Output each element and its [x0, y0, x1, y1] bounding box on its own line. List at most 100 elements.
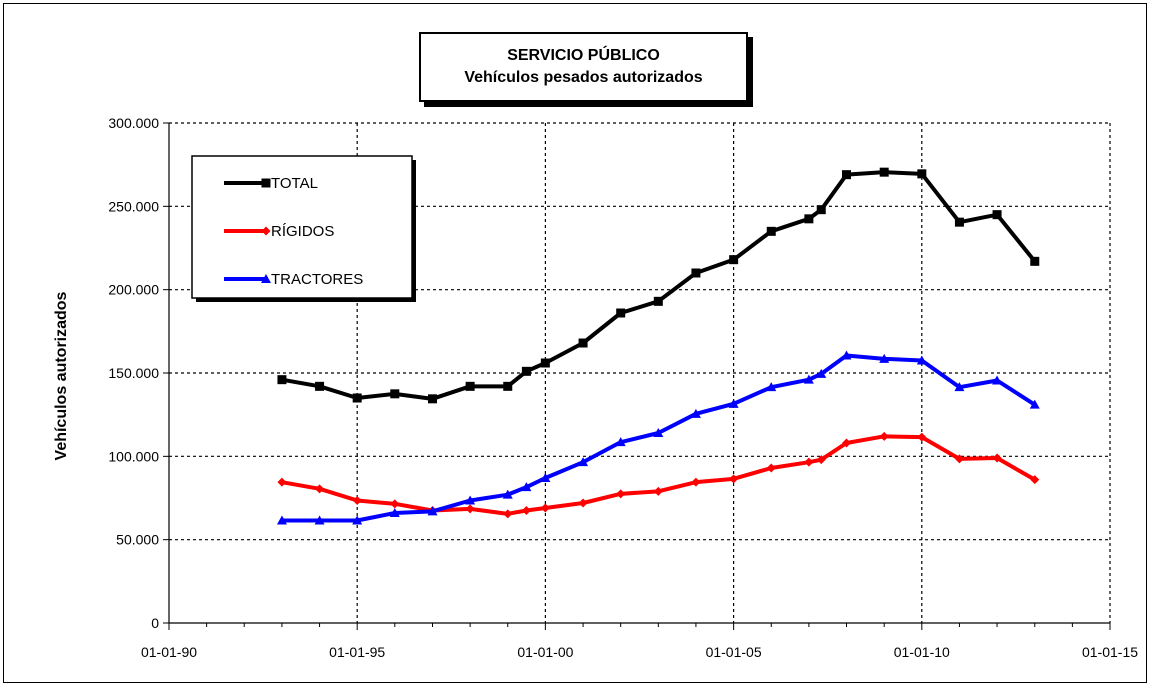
- data-point: [616, 308, 626, 318]
- data-point: [521, 506, 531, 515]
- data-point: [540, 473, 551, 482]
- data-point: [729, 474, 739, 484]
- legend-box: [191, 155, 413, 299]
- data-point: [917, 432, 927, 442]
- series-2: [276, 350, 1040, 525]
- data-point: [1030, 475, 1040, 485]
- data-point: [277, 477, 287, 487]
- data-point: [916, 355, 927, 365]
- legend-swatch-marker: [261, 226, 271, 236]
- data-point: [841, 438, 851, 448]
- data-point: [390, 389, 400, 399]
- data-point: [352, 393, 362, 403]
- data-point: [1030, 256, 1040, 266]
- data-point: [816, 455, 826, 465]
- x-tick-label: 01-01-95: [329, 644, 385, 660]
- data-point: [992, 453, 1002, 463]
- data-point: [879, 431, 889, 441]
- data-point: [503, 381, 513, 391]
- x-tick-labels: 01-01-90 01-01-95 01-01-00 01-01-05 01-01-10…: [141, 644, 1138, 660]
- data-point: [653, 296, 663, 306]
- data-point: [465, 504, 475, 514]
- series-0: [277, 167, 1040, 404]
- data-point: [804, 214, 814, 224]
- data-point: [521, 366, 531, 376]
- data-point: [389, 508, 400, 517]
- data-point: [540, 503, 550, 513]
- x-tick-label: 01-01-00: [517, 644, 573, 660]
- chart-frame: 0 50.000 100.000 150.000 200.000 250.000 300.0…: [3, 3, 1147, 683]
- data-point: [390, 499, 400, 509]
- y-tick-labels: 0 50.000 100.000 150.000 200.000 250.000 300.0…: [108, 115, 159, 631]
- x-tick-label: 01-01-15: [1082, 644, 1138, 660]
- data-point: [578, 457, 589, 467]
- data-point: [816, 205, 826, 215]
- data-point: [954, 454, 964, 464]
- data-point: [728, 398, 739, 408]
- data-point: [578, 498, 588, 508]
- data-point: [879, 353, 890, 363]
- data-point: [653, 486, 663, 496]
- data-point: [691, 477, 701, 487]
- data-point: [690, 408, 701, 418]
- data-point: [616, 489, 626, 499]
- data-point: [992, 210, 1002, 220]
- data-point: [428, 394, 438, 404]
- data-point: [465, 495, 476, 505]
- data-point: [315, 381, 325, 391]
- data-point: [352, 496, 362, 505]
- data-point: [729, 255, 739, 265]
- data-point: [766, 463, 776, 473]
- data-point: [954, 217, 964, 227]
- data-point: [1029, 399, 1040, 409]
- y-tick-label: 200.000: [108, 282, 159, 298]
- axes: [163, 122, 1111, 630]
- chart-subtitle: Vehículos pesados autorizados: [464, 69, 703, 86]
- y-tick-label: 300.000: [108, 115, 159, 131]
- data-point: [653, 428, 664, 437]
- data-point: [502, 489, 513, 499]
- data-point: [578, 338, 588, 348]
- data-point: [766, 226, 776, 236]
- data-point: [615, 437, 626, 447]
- data-point: [540, 358, 550, 368]
- data-point: [352, 515, 363, 525]
- data-point: [879, 167, 889, 177]
- data-point: [277, 375, 287, 385]
- legend-label: RÍGIDOS: [271, 223, 334, 240]
- data-point: [841, 170, 851, 180]
- data-point: [314, 515, 325, 525]
- data-point: [954, 382, 965, 392]
- legend-label: TRACTORES: [271, 271, 363, 288]
- data-point: [503, 509, 513, 519]
- chart-title-box: SERVICIO PÚBLICO Vehículos pesados autor…: [419, 32, 748, 102]
- data-point: [521, 482, 532, 492]
- legend-swatch-marker: [261, 274, 271, 283]
- data-point: [315, 484, 325, 494]
- y-tick-label: 50.000: [116, 532, 159, 548]
- data-point: [803, 374, 814, 384]
- data-point: [804, 457, 814, 467]
- y-tick-label: 250.000: [108, 198, 159, 214]
- line-chart: 0 50.000 100.000 150.000 200.000 250.000 300.0…: [53, 115, 1138, 660]
- data-point: [816, 368, 827, 378]
- legend-label: TOTAL: [271, 175, 318, 192]
- chart-title: SERVICIO PÚBLICO: [507, 47, 660, 64]
- y-tick-label: 150.000: [108, 365, 159, 381]
- data-point: [992, 375, 1003, 385]
- y-tick-label: 0: [151, 615, 159, 631]
- legend-swatch-marker: [261, 178, 271, 188]
- data-point: [276, 515, 287, 525]
- series-1: [277, 431, 1040, 519]
- x-tick-label: 01-01-10: [894, 644, 950, 660]
- legend: TOTAL RÍGIDOS TRACTORES: [191, 155, 416, 302]
- x-tick-label: 01-01-05: [706, 644, 762, 660]
- y-tick-label: 100.000: [108, 448, 159, 464]
- data-point: [691, 268, 701, 278]
- data-point: [427, 506, 438, 516]
- y-axis-label: Vehículos autorizados: [53, 291, 70, 460]
- data-point: [917, 169, 927, 179]
- data-point: [841, 350, 852, 360]
- x-tick-label: 01-01-90: [141, 644, 197, 660]
- data-point: [465, 381, 475, 391]
